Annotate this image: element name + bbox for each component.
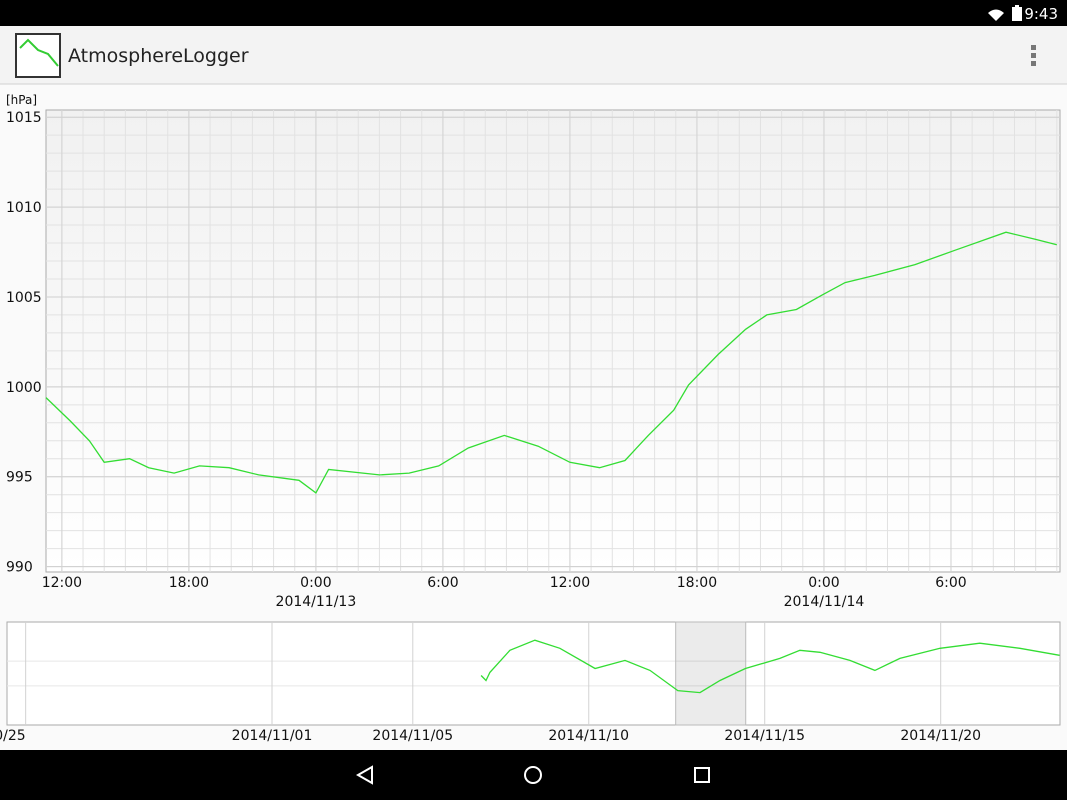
pressure-line	[480, 639, 1060, 694]
x-tick-label: 0:00	[808, 575, 839, 591]
nav-bar	[0, 750, 1067, 800]
x-tick-label: 14/10/25	[0, 728, 26, 744]
status-bar	[0, 0, 1067, 26]
date-label: 2014/11/13	[276, 594, 357, 610]
x-tick-label: 18:00	[677, 575, 717, 591]
plot-area	[45, 109, 1061, 573]
x-tick-label: 2014/11/01	[232, 728, 313, 744]
x-tick-label: 12:00	[550, 575, 590, 591]
y-axis-label: [hPa]	[6, 93, 37, 107]
y-tick-label: 995	[6, 470, 33, 486]
clock: 9:43	[1024, 5, 1058, 23]
y-tick-label: 1015	[6, 110, 42, 126]
y-tick-label: 1005	[6, 290, 42, 306]
home-button[interactable]	[524, 766, 542, 784]
app-icon[interactable]	[15, 33, 61, 78]
x-tick-label: 2014/11/20	[900, 728, 981, 744]
x-tick-label: 18:00	[169, 575, 209, 591]
date-label: 2014/11/14	[784, 594, 865, 610]
pressure-line	[45, 231, 1057, 494]
x-tick-label: 2014/11/10	[548, 728, 629, 744]
x-tick-label: 12:00	[42, 575, 82, 591]
charts: 990 995 1000 1005 1010 1015 12:00 18:00 0:00 6:00…	[0, 93, 1061, 744]
overflow-menu[interactable]	[1031, 45, 1036, 66]
x-tick-label: 2014/11/05	[372, 728, 453, 744]
app-title: AtmosphereLogger	[68, 45, 249, 67]
x-tick-label: 6:00	[935, 575, 966, 591]
app-bar	[0, 26, 1067, 84]
x-tick-label: 0:00	[300, 575, 331, 591]
y-tick-label: 1000	[6, 380, 42, 396]
x-tick-label: 2014/11/15	[724, 728, 805, 744]
y-tick-label: 1010	[6, 200, 42, 216]
y-tick-label: 990	[6, 560, 33, 576]
back-button[interactable]	[355, 765, 373, 785]
status-icons	[988, 5, 1022, 21]
x-tick-label: 6:00	[427, 575, 458, 591]
plot-area	[6, 621, 1061, 726]
recents-button[interactable]	[694, 767, 710, 783]
